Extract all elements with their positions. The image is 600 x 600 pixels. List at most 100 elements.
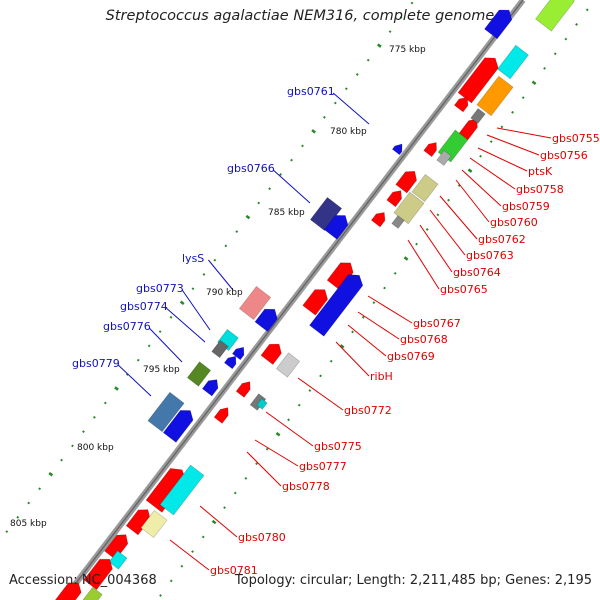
- leader-line: [265, 411, 314, 447]
- gene-label-gbs0780: gbs0780: [238, 531, 286, 544]
- tick-mark: [191, 550, 194, 553]
- gene-block: [457, 57, 499, 104]
- tick-mark: [257, 201, 261, 205]
- topology-text: Topology: circular; Length: 2,211,485 bp…: [234, 573, 592, 588]
- tick-mark: [511, 110, 514, 114]
- leader-line: [469, 157, 516, 190]
- tick-mark: [169, 579, 173, 583]
- gene-label-gbs0776: gbs0776: [103, 320, 151, 333]
- tick-mark: [521, 96, 525, 100]
- leader-line: [367, 295, 413, 324]
- leader-line: [169, 539, 210, 571]
- gene-block: [213, 407, 229, 424]
- tick-mark: [147, 344, 151, 348]
- leader-line: [477, 147, 528, 172]
- gene-labels: gbs0761 gbs0766 lysS gbs0773 gbs0774 gbs0776 g…: [72, 85, 600, 577]
- tick-mark: [564, 37, 568, 41]
- tick-mark: [159, 594, 162, 597]
- gene-label-gbs0779: gbs0779: [72, 357, 120, 370]
- tick-mark: [16, 515, 20, 519]
- gene-label-ribH: ribH: [370, 370, 393, 383]
- gene-label-gbs0758: gbs0758: [516, 183, 564, 196]
- leader-line: [272, 169, 311, 204]
- kbp-label: 785 kbp: [268, 208, 305, 218]
- leader-line: [254, 439, 299, 467]
- gene-block: [223, 355, 237, 370]
- gene-label-gbs0766: gbs0766: [227, 162, 275, 175]
- tick-mark: [290, 158, 293, 162]
- kbp-label: 805 kbp: [10, 519, 47, 529]
- tick-mark: [436, 213, 440, 217]
- gene-label-gbs0769: gbs0769: [387, 350, 435, 363]
- gene-block: [235, 381, 251, 398]
- leader-line: [439, 195, 478, 240]
- gene-block: [211, 339, 229, 359]
- gene-block: [256, 398, 268, 410]
- gene-block: [309, 274, 364, 337]
- tick-mark: [383, 286, 386, 290]
- tick-marks: [5, 1, 589, 597]
- gene-block: [260, 343, 282, 365]
- leader-lines: [117, 92, 552, 571]
- gene-block: [370, 212, 386, 228]
- leader-line: [347, 324, 387, 357]
- tick-mark: [202, 273, 206, 276]
- tick-mark: [179, 300, 185, 306]
- gene-block: [395, 170, 417, 194]
- tick-mark: [297, 403, 301, 407]
- tick-mark: [403, 256, 409, 261]
- tick-mark: [275, 431, 281, 437]
- gene-block: [436, 150, 452, 166]
- gene-block: [453, 97, 469, 113]
- kbp-labels: 775 kbp 780 kbp 785 kbp 790 kbp 795 kbp 800 k…: [10, 45, 426, 529]
- gene-block: [497, 44, 529, 80]
- tick-mark: [479, 154, 482, 158]
- tick-mark: [361, 315, 365, 319]
- gene-block: [238, 285, 272, 321]
- tick-mark: [136, 358, 140, 362]
- tick-mark: [93, 415, 96, 419]
- gene-block: [159, 464, 205, 516]
- gene-label-gbs0760: gbs0760: [490, 216, 538, 229]
- gene-block: [309, 196, 343, 232]
- tick-mark: [158, 330, 162, 333]
- map-title: Streptococcus agalactiae NEM316, complet…: [105, 8, 495, 24]
- tick-mark: [344, 87, 348, 91]
- tick-mark: [5, 530, 9, 533]
- tick-mark: [467, 168, 473, 173]
- gene-label-lysS: lysS: [182, 252, 204, 265]
- leader-line: [199, 505, 238, 538]
- tick-mark: [180, 564, 184, 568]
- gene-label-gbs0778: gbs0778: [282, 480, 330, 493]
- gene-label-ptsK: ptsK: [528, 165, 553, 178]
- gene-block: [82, 586, 103, 600]
- gene-block: [249, 393, 267, 411]
- tick-mark: [244, 476, 248, 480]
- tick-mark: [311, 129, 317, 134]
- gene-blocks: [54, 0, 575, 600]
- gene-block: [535, 0, 575, 32]
- tick-mark: [114, 386, 119, 391]
- gene-block: [140, 509, 168, 539]
- gene-block: [231, 346, 245, 361]
- leader-line: [419, 224, 453, 273]
- tick-mark: [233, 491, 237, 495]
- gene-block: [254, 308, 278, 333]
- gene-block: [476, 75, 514, 117]
- kbp-label: 780 kbp: [330, 127, 367, 137]
- gene-block: [275, 352, 301, 378]
- gene-block: [326, 262, 354, 291]
- leader-line: [246, 451, 282, 487]
- tick-mark: [425, 228, 429, 231]
- leader-line: [117, 364, 152, 397]
- gene-label-gbs0777: gbs0777: [299, 460, 347, 473]
- tick-mark: [553, 52, 557, 56]
- tick-mark: [213, 258, 217, 262]
- gene-block: [125, 509, 151, 536]
- kbp-label: 775 kbp: [389, 45, 426, 55]
- gene-block: [302, 289, 328, 316]
- kbp-label: 795 kbp: [143, 365, 180, 375]
- tick-mark: [319, 374, 322, 378]
- tick-mark: [393, 271, 397, 275]
